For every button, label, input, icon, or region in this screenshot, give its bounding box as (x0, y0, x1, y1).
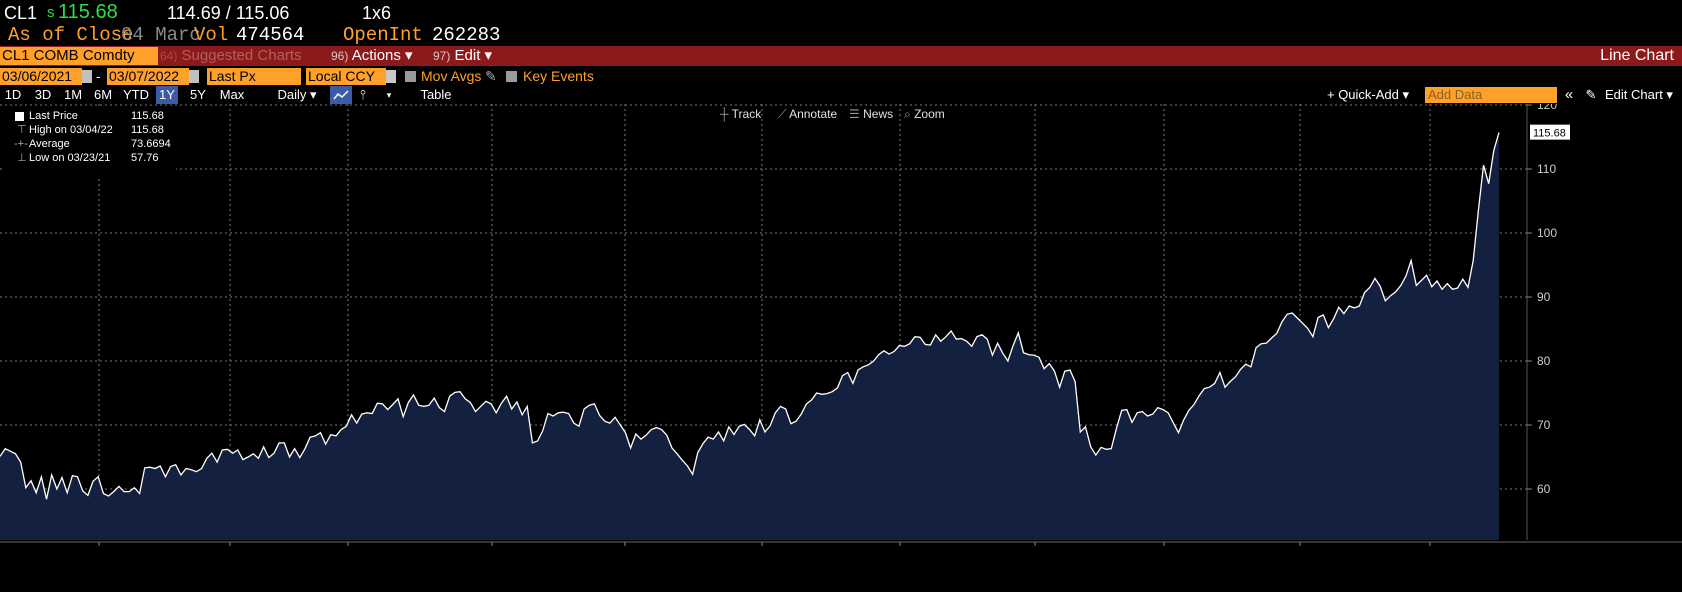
quote-header: CL1 s 115.68 114.69 / 115.06 1x6 As of C… (0, 0, 1682, 46)
zoom-tool[interactable]: ⌕ Zoom (904, 107, 945, 121)
last-value-tag (1530, 124, 1570, 140)
bar-style-icon[interactable]: ⫯ (360, 87, 366, 102)
open-interest: 262283 (432, 24, 501, 46)
function-header-bar: CL1 COMB Comdty 64) Suggested Charts 96)… (0, 46, 1682, 66)
average-marker-icon: -+- (14, 138, 28, 150)
range-button-5y[interactable]: 5Y (190, 87, 206, 102)
legend-item-low: ⊥ Low on 03/23/21 57.76 (17, 152, 159, 164)
start-date-field[interactable]: 03/06/2021 (0, 68, 82, 85)
mov-avgs-checkbox[interactable] (405, 71, 416, 82)
y-tick-label: 110 (1537, 162, 1556, 176)
line-chart-icon[interactable] (330, 86, 352, 104)
range-toolbar: 1D 3D 1M 6M YTD 1Y 5Y Max Daily ▾ ⫯ ▾ Table + Q… (0, 86, 1682, 104)
collapse-icon[interactable]: « (1564, 86, 1574, 103)
pencil-icon[interactable]: ✎ (1585, 87, 1597, 102)
price-series-line (0, 132, 1500, 500)
range-button-ytd[interactable]: YTD (123, 87, 149, 102)
y-axis-panel (1527, 104, 1682, 540)
range-button-1y[interactable]: 1Y (156, 86, 178, 104)
vol-label: Vol (194, 24, 229, 46)
news-tool[interactable]: ☰ News (849, 107, 894, 121)
calendar-icon[interactable] (189, 70, 199, 83)
pencil-icon[interactable]: ✎ (485, 68, 497, 84)
annotate-tool[interactable]: ⟋ Annotate (778, 107, 838, 121)
last-value-label: 115.68 (1533, 128, 1566, 140)
price-area-fill (0, 132, 1499, 540)
y-tick-label: 100 (1537, 226, 1557, 240)
chevron-down-icon[interactable] (386, 70, 396, 83)
mov-avgs-label[interactable]: Mov Avgs (421, 68, 482, 84)
add-data-input[interactable]: Add Data (1425, 87, 1557, 103)
suggested-charts-menu[interactable]: 64) Suggested Charts (160, 47, 302, 64)
parameter-row: 03/06/2021 - 03/07/2022 Last Px Local CC… (0, 68, 1682, 86)
price-field-selector[interactable]: Last Px (207, 68, 301, 85)
legend-item-last-price: Last Price 115.68 (4, 110, 176, 123)
y-tick-label: 60 (1537, 482, 1551, 496)
security-field[interactable]: CL1 COMB Comdty (0, 47, 158, 65)
period-selector[interactable]: Daily ▾ (277, 87, 317, 102)
y-tick-label: 120 (1537, 104, 1557, 112)
legend-item-high: ⊤ High on 03/04/22 115.68 (17, 124, 164, 136)
legend-swatch (15, 112, 24, 121)
track-tool[interactable]: ┼ Track (720, 107, 762, 121)
openint-label: OpenInt (343, 24, 423, 46)
high-marker-icon: ⊤ (17, 124, 27, 136)
as-of-date: 04 Marc (121, 24, 201, 46)
chevron-down-icon[interactable]: ▾ (386, 90, 392, 100)
range-button-3d[interactable]: 3D (34, 87, 52, 102)
currency-selector[interactable]: Local CCY (306, 68, 386, 85)
as-of-label: As of Close (8, 24, 134, 46)
calendar-icon[interactable] (82, 70, 92, 83)
range-button-1m[interactable]: 1M (63, 87, 83, 102)
range-button-max[interactable]: Max (219, 87, 245, 102)
date-separator: - (96, 68, 101, 84)
table-button[interactable]: Table (420, 87, 452, 102)
chart-type-title: Line Chart (1600, 47, 1674, 64)
low-marker-icon: ⊥ (17, 152, 27, 164)
quick-add-button[interactable]: + Quick-Add ▾ (1326, 87, 1410, 102)
chart-legend: Last Price 115.68 ⊤ High on 03/04/22 115… (4, 108, 176, 176)
edit-chart-button[interactable]: Edit Chart ▾ (1605, 87, 1673, 102)
range-button-1d[interactable]: 1D (4, 87, 22, 102)
ticker: CL1 (4, 3, 38, 23)
bid-ask-size: 1x6 (362, 3, 392, 23)
legend-item-average: -+- Average 73.6694 (14, 138, 171, 150)
y-tick-label: 70 (1537, 418, 1551, 432)
key-events-label[interactable]: Key Events (523, 68, 594, 84)
volume: 474564 (236, 24, 305, 46)
price-chart[interactable]: 60 70 80 90 100 110 120 115.68 (0, 104, 1682, 592)
y-tick-label: 90 (1537, 290, 1551, 304)
edit-menu[interactable]: 97) Edit ▾ (433, 47, 493, 64)
end-date-field[interactable]: 03/07/2022 (107, 68, 189, 85)
y-tick-label: 80 (1537, 354, 1551, 368)
bid-ask: 114.69 / 115.06 (167, 3, 290, 23)
last-price: 115.68 (58, 1, 118, 23)
price-prefix: s (47, 4, 55, 21)
actions-menu[interactable]: 96) Actions ▾ (331, 47, 413, 64)
key-events-checkbox[interactable] (506, 71, 517, 82)
range-button-6m[interactable]: 6M (93, 87, 113, 102)
